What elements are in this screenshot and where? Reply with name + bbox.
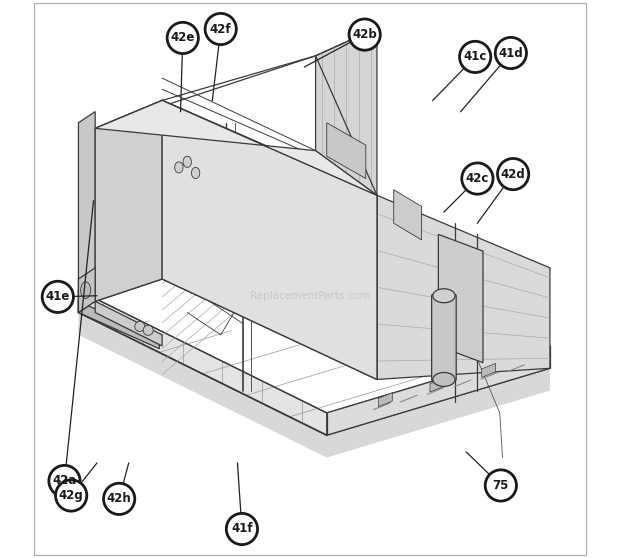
Text: 42h: 42h (107, 492, 131, 506)
Polygon shape (78, 268, 95, 312)
Circle shape (205, 13, 236, 45)
Text: ReplacementParts.com: ReplacementParts.com (250, 291, 370, 301)
Polygon shape (327, 346, 550, 435)
Text: 42b: 42b (352, 28, 377, 41)
Circle shape (485, 470, 516, 501)
Polygon shape (95, 301, 162, 346)
Text: 42c: 42c (466, 172, 489, 185)
Ellipse shape (183, 156, 192, 167)
Polygon shape (327, 123, 366, 179)
Circle shape (349, 19, 380, 50)
Text: 42f: 42f (210, 22, 231, 36)
Ellipse shape (192, 167, 200, 179)
Circle shape (104, 483, 135, 514)
Polygon shape (78, 290, 550, 435)
Circle shape (167, 22, 198, 54)
Ellipse shape (175, 162, 183, 173)
Circle shape (49, 465, 80, 497)
Circle shape (226, 513, 257, 545)
Polygon shape (438, 234, 483, 363)
Text: 41f: 41f (231, 522, 253, 536)
Text: 41e: 41e (46, 290, 70, 304)
Ellipse shape (135, 321, 145, 331)
Circle shape (462, 163, 493, 194)
FancyBboxPatch shape (432, 295, 456, 381)
Polygon shape (377, 195, 550, 379)
Text: 42g: 42g (59, 489, 84, 502)
Text: 41d: 41d (498, 46, 523, 60)
Polygon shape (78, 301, 159, 349)
Polygon shape (162, 100, 377, 379)
Polygon shape (95, 100, 162, 301)
Polygon shape (394, 190, 422, 240)
Polygon shape (78, 112, 95, 312)
Ellipse shape (81, 282, 91, 299)
Ellipse shape (433, 373, 455, 386)
Ellipse shape (143, 325, 153, 335)
Polygon shape (95, 100, 377, 195)
Ellipse shape (433, 289, 455, 302)
Circle shape (497, 158, 529, 190)
Circle shape (56, 480, 87, 511)
Text: 42a: 42a (52, 474, 77, 488)
Text: 42e: 42e (170, 31, 195, 45)
Polygon shape (316, 28, 377, 195)
Text: 42d: 42d (501, 167, 526, 181)
Text: 41c: 41c (464, 50, 487, 64)
Circle shape (459, 41, 491, 73)
Polygon shape (430, 378, 444, 392)
Polygon shape (482, 363, 495, 377)
Text: 75: 75 (493, 479, 509, 492)
Polygon shape (378, 393, 392, 407)
Circle shape (42, 281, 73, 312)
Circle shape (495, 37, 526, 69)
Polygon shape (78, 301, 550, 458)
